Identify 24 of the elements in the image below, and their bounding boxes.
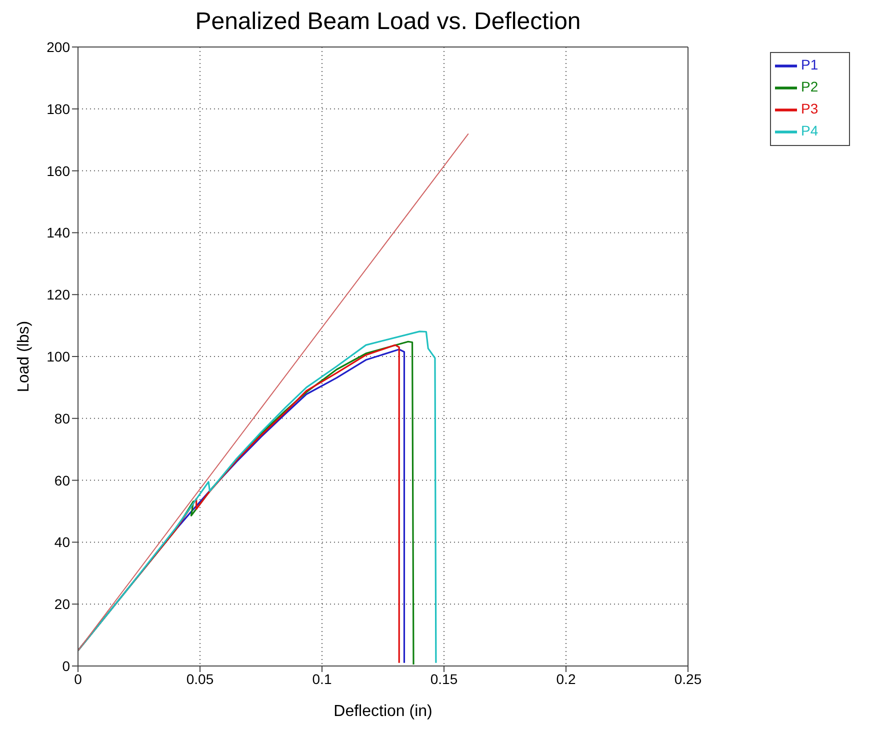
y-tick-label: 80 — [54, 410, 70, 426]
legend-label: P1 — [801, 56, 818, 73]
y-tick-label: 200 — [46, 38, 70, 55]
x-axis-title: Deflection (in) — [334, 703, 432, 720]
x-tick-label: 0 — [74, 670, 82, 687]
y-tick-label: 100 — [46, 348, 70, 364]
x-tick-label: 0.05 — [186, 670, 214, 687]
y-tick-label: 180 — [46, 100, 70, 117]
legend-label: P3 — [801, 100, 818, 117]
y-tick-label: 120 — [46, 286, 70, 303]
y-tick-label: 20 — [54, 596, 70, 612]
legend-label: P2 — [801, 78, 818, 95]
y-tick-label: 160 — [46, 162, 70, 179]
legend-label: P4 — [801, 122, 818, 139]
y-tick-label: 0 — [62, 658, 70, 674]
y-tick-label: 60 — [54, 472, 70, 488]
y-tick-label: 140 — [46, 224, 70, 241]
chart-title: Penalized Beam Load vs. Deflection — [194, 8, 582, 36]
x-tick-label: 0.15 — [430, 670, 458, 687]
y-tick-label: 40 — [54, 534, 70, 550]
x-tick-label: 0.25 — [674, 670, 702, 687]
y-axis-title: Load (lbs) — [16, 320, 33, 392]
x-tick-label: 0.1 — [312, 670, 332, 687]
x-tick-label: 0.2 — [556, 670, 576, 687]
